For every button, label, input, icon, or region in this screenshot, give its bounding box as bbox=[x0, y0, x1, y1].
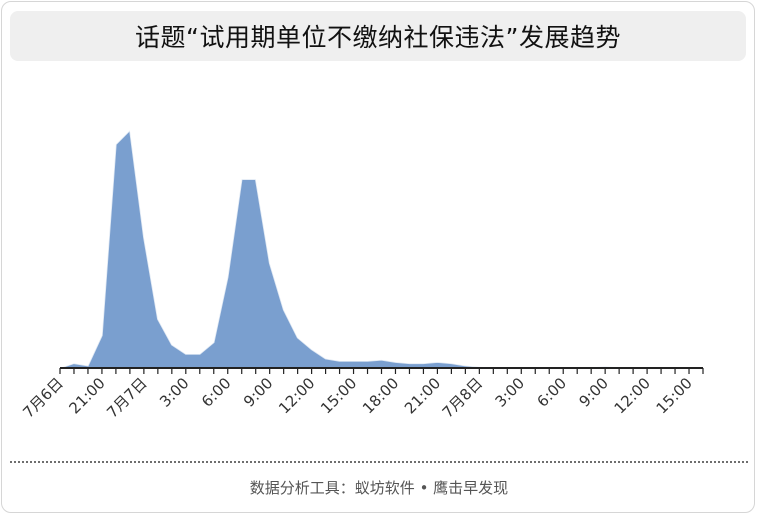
x-tick-label: 18:00 bbox=[359, 374, 402, 417]
x-tick-label: 7月6日 bbox=[19, 374, 66, 421]
x-tick-label: 6:00 bbox=[198, 374, 235, 411]
data-point bbox=[185, 353, 187, 355]
data-point bbox=[450, 362, 452, 364]
x-tick-label: 15:00 bbox=[653, 374, 696, 417]
x-tick-label: 21:00 bbox=[401, 374, 444, 417]
data-point bbox=[255, 178, 257, 180]
data-point bbox=[464, 365, 466, 367]
data-point bbox=[367, 360, 369, 362]
series-area bbox=[60, 130, 703, 368]
x-tick-label: 9:00 bbox=[240, 374, 277, 411]
data-point bbox=[325, 358, 327, 360]
x-tick-label: 12:00 bbox=[275, 374, 318, 417]
data-point bbox=[87, 365, 89, 367]
data-point bbox=[297, 337, 299, 339]
x-axis bbox=[59, 367, 704, 374]
data-point bbox=[129, 129, 131, 131]
x-tick-label: 3:00 bbox=[492, 374, 529, 411]
footer-credit: 数据分析工具：蚁坊软件 • 鹰击早发现 bbox=[249, 479, 509, 497]
data-point bbox=[171, 344, 173, 346]
data-point bbox=[143, 237, 145, 239]
x-tick-label: 7月8日 bbox=[439, 374, 486, 421]
data-point bbox=[422, 362, 424, 364]
footer-divider bbox=[10, 461, 748, 463]
data-point bbox=[115, 143, 117, 145]
x-tick-label: 9:00 bbox=[575, 374, 612, 411]
data-point bbox=[436, 361, 438, 363]
x-tick-label: 3:00 bbox=[156, 374, 193, 411]
data-point bbox=[283, 309, 285, 311]
data-point bbox=[199, 353, 201, 355]
data-point bbox=[353, 360, 355, 362]
data-point bbox=[339, 360, 341, 362]
data-point bbox=[381, 359, 383, 361]
data-point bbox=[394, 361, 396, 363]
data-point bbox=[311, 348, 313, 350]
data-point bbox=[213, 341, 215, 343]
x-tick-label: 7月7日 bbox=[103, 374, 150, 421]
data-point bbox=[101, 334, 103, 336]
x-tick-label: 21:00 bbox=[65, 374, 108, 417]
x-tick-label: 12:00 bbox=[611, 374, 654, 417]
data-point bbox=[408, 362, 410, 364]
chart-title: 话题“试用期单位不缴纳社保违法”发展趋势 bbox=[135, 23, 621, 52]
data-point bbox=[157, 318, 159, 320]
x-tick-label: 6:00 bbox=[533, 374, 570, 411]
plot-area bbox=[59, 128, 703, 369]
data-point bbox=[269, 262, 271, 264]
data-point bbox=[227, 276, 229, 278]
x-tick-label: 15:00 bbox=[317, 374, 360, 417]
title-bar: 话题“试用期单位不缴纳社保违法”发展趋势 bbox=[10, 11, 746, 61]
data-point bbox=[73, 362, 75, 364]
data-point bbox=[241, 178, 243, 180]
